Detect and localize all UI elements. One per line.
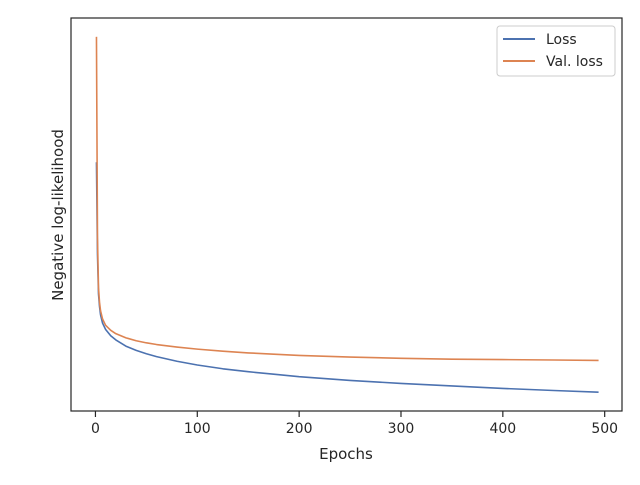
x-tick-label: 300 <box>388 421 415 437</box>
x-ticks: 0 100 200 300 400 500 <box>91 411 618 437</box>
series-line-loss <box>95 162 599 393</box>
x-tick-label: 100 <box>184 421 211 437</box>
legend: Loss Val. loss <box>496 25 616 77</box>
series-layer <box>95 36 599 393</box>
legend-label-val-loss: Val. loss <box>546 54 603 70</box>
x-tick-label: 0 <box>91 421 100 437</box>
x-tick-label: 500 <box>591 421 618 437</box>
plot-area <box>70 17 623 412</box>
y-axis-label: Negative log-likelihood <box>49 129 67 301</box>
legend-label-loss: Loss <box>546 32 577 48</box>
x-axis-label: Epochs <box>319 445 373 463</box>
series-line-val-loss <box>95 36 599 362</box>
x-tick-label: 200 <box>286 421 313 437</box>
x-tick-label: 400 <box>489 421 516 437</box>
